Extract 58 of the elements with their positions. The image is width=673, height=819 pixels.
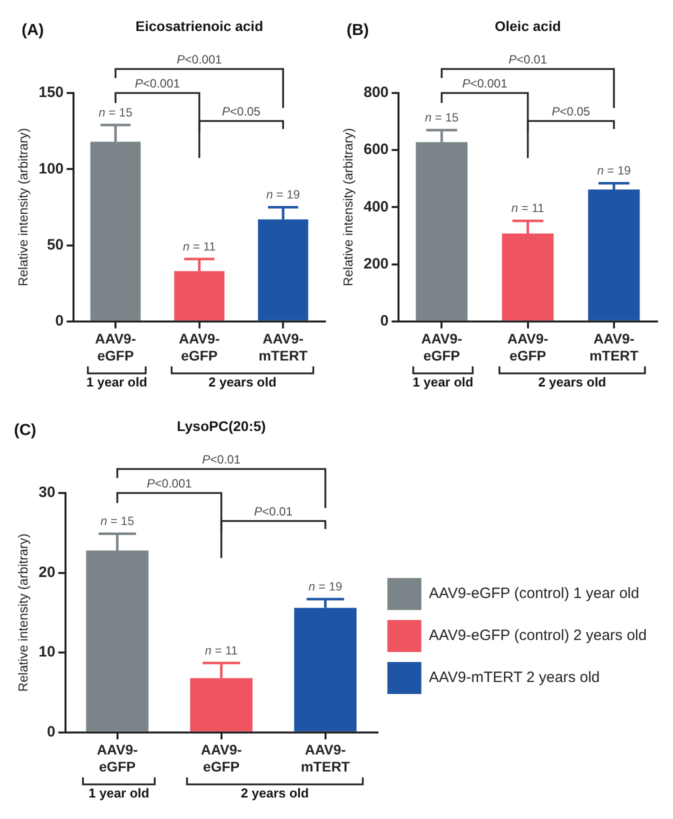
text: P<0.001 bbox=[134, 76, 180, 90]
y-tick-label: 100 bbox=[38, 160, 64, 178]
y-tick-label: 600 bbox=[364, 141, 389, 158]
text: 1 year old bbox=[86, 374, 148, 390]
text: 1 year old bbox=[412, 374, 474, 390]
annotation: n = 11 bbox=[511, 201, 545, 216]
y-tick-label: 0 bbox=[380, 312, 389, 330]
y-tick-label: 0 bbox=[46, 724, 56, 741]
y-tick-label: 0 bbox=[55, 312, 64, 330]
legend-label: AAV9-eGFP (control) 2 years old bbox=[428, 627, 647, 644]
y-tick-label: 30 bbox=[38, 484, 56, 502]
annotation: n = 15 bbox=[98, 105, 133, 120]
y-tick-label: 800 bbox=[364, 84, 389, 102]
text: P<0.01 bbox=[202, 452, 241, 466]
chart-title: LysoPC(20:5) bbox=[176, 418, 266, 434]
x-tick-label: AAV9-eGFP bbox=[178, 330, 220, 364]
legend-label: AAV9-mTERT 2 years old bbox=[428, 669, 600, 686]
text: (A) bbox=[22, 22, 44, 39]
annotation: P<0.05 bbox=[552, 104, 590, 118]
x-tick-label: AAV9-eGFP bbox=[95, 330, 136, 364]
y-tick-label: 150 bbox=[38, 84, 64, 102]
annotation: n = 11 bbox=[204, 643, 238, 658]
y-tick-label: 20 bbox=[38, 564, 56, 581]
y-tick-label: 10 bbox=[38, 644, 56, 661]
text: 2 years old bbox=[208, 374, 276, 390]
y-axis-title: Relative intensity (arbitrary) bbox=[15, 534, 30, 692]
x-tick-label: AAV9-mTERT bbox=[258, 330, 308, 364]
annotation: n = 19 bbox=[597, 164, 632, 178]
chart-title: Eicosatrienoic acid bbox=[136, 18, 264, 34]
legend-label: AAV9-eGFP (control) 1 year old bbox=[428, 585, 640, 602]
annotation: n = 19 bbox=[308, 579, 343, 594]
annotation: n = 11 bbox=[182, 239, 216, 254]
text: 2 years old bbox=[240, 785, 309, 800]
x-tick-label: AAV9-eGFP bbox=[507, 330, 549, 364]
x-tick-label: AAV9-eGFP bbox=[421, 330, 463, 364]
y-tick-label: 200 bbox=[364, 255, 389, 272]
text: 2 years old bbox=[538, 374, 606, 390]
y-axis-title: Relative intensity (arbitrary) bbox=[15, 128, 30, 286]
chart-title: Oleic acid bbox=[494, 18, 561, 34]
annotation: n = 19 bbox=[266, 188, 300, 202]
y-axis-title: Relative intensity (arbitrary) bbox=[340, 128, 356, 286]
text: P<0.001 bbox=[462, 76, 508, 90]
text: P<0.001 bbox=[146, 476, 192, 490]
text: (B) bbox=[346, 22, 369, 39]
annotation: P<0.05 bbox=[222, 104, 261, 118]
text: 1 year old bbox=[88, 785, 150, 800]
annotation: n = 15 bbox=[424, 110, 459, 124]
x-tick-label: AAV9-eGFP bbox=[96, 742, 138, 774]
annotation: P<0.01 bbox=[254, 504, 293, 518]
x-tick-label: AAV9-mTERT bbox=[589, 330, 639, 364]
y-tick-label: 50 bbox=[46, 236, 64, 254]
text: (C) bbox=[14, 422, 36, 439]
annotation: n = 15 bbox=[100, 514, 134, 528]
text: P<0.001 bbox=[176, 52, 222, 66]
x-tick-label: AAV9-eGFP bbox=[200, 742, 242, 774]
x-tick-label: AAV9-mTERT bbox=[300, 742, 350, 774]
text: P<0.01 bbox=[508, 52, 548, 66]
y-tick-label: 400 bbox=[364, 198, 389, 216]
